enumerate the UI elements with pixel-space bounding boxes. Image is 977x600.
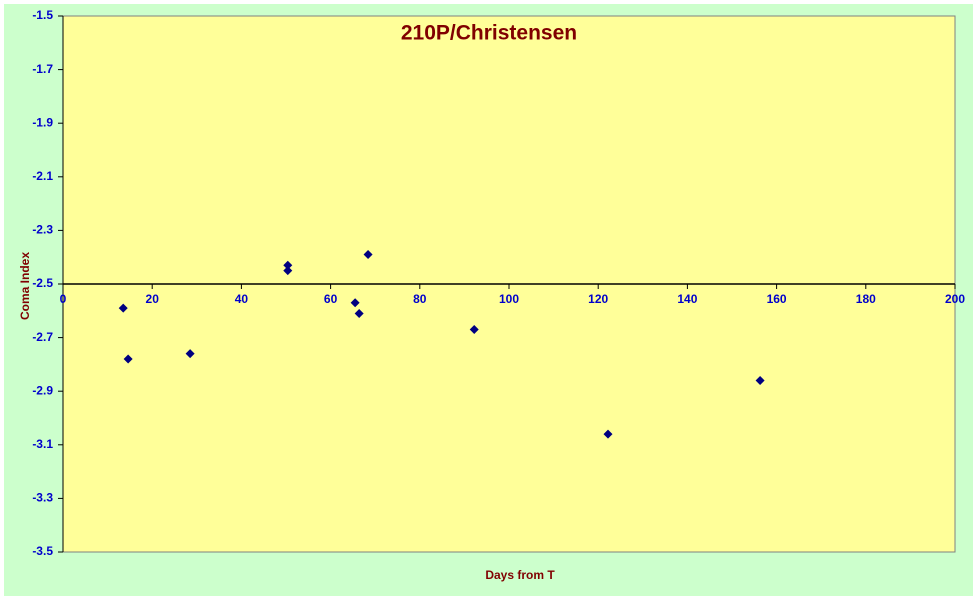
x-tick-label: 140 bbox=[677, 292, 697, 306]
data-point bbox=[755, 375, 765, 385]
y-tick-label: -2.5 bbox=[32, 276, 53, 290]
x-tick-label: 60 bbox=[324, 292, 338, 306]
x-tick-label: 160 bbox=[767, 292, 787, 306]
x-tick-label: 120 bbox=[588, 292, 608, 306]
data-point bbox=[354, 308, 364, 318]
y-tick-label: -3.3 bbox=[32, 491, 53, 505]
chart-title: 210P/Christensen bbox=[401, 22, 577, 45]
y-tick-label: -2.1 bbox=[32, 169, 53, 183]
x-tick-label: 180 bbox=[856, 292, 876, 306]
data-point bbox=[123, 354, 133, 364]
data-point bbox=[283, 266, 293, 276]
x-tick-label: 100 bbox=[499, 292, 519, 306]
y-tick-label: -2.3 bbox=[32, 223, 53, 237]
y-tick-label: -2.7 bbox=[32, 330, 53, 344]
data-point bbox=[363, 250, 373, 260]
y-tick-label: -1.7 bbox=[32, 62, 53, 76]
x-tick-label: 40 bbox=[235, 292, 249, 306]
x-tick-label: 0 bbox=[60, 292, 67, 306]
data-point bbox=[118, 303, 128, 313]
y-tick-label: -2.9 bbox=[32, 383, 53, 397]
data-point bbox=[469, 325, 479, 335]
x-tick-label: 20 bbox=[146, 292, 160, 306]
data-point bbox=[603, 429, 613, 439]
y-tick-label: -1.5 bbox=[32, 8, 53, 22]
x-tick-label: 80 bbox=[413, 292, 427, 306]
y-axis-label: Coma Index bbox=[18, 252, 32, 320]
data-point bbox=[283, 260, 293, 270]
x-axis-label: Days from T bbox=[485, 568, 555, 582]
y-tick-label: -3.5 bbox=[32, 544, 53, 558]
data-point bbox=[185, 349, 195, 359]
y-tick-label: -1.9 bbox=[32, 115, 53, 129]
y-tick-label: -3.1 bbox=[32, 437, 53, 451]
data-point bbox=[350, 298, 360, 308]
x-tick-label: 200 bbox=[945, 292, 965, 306]
